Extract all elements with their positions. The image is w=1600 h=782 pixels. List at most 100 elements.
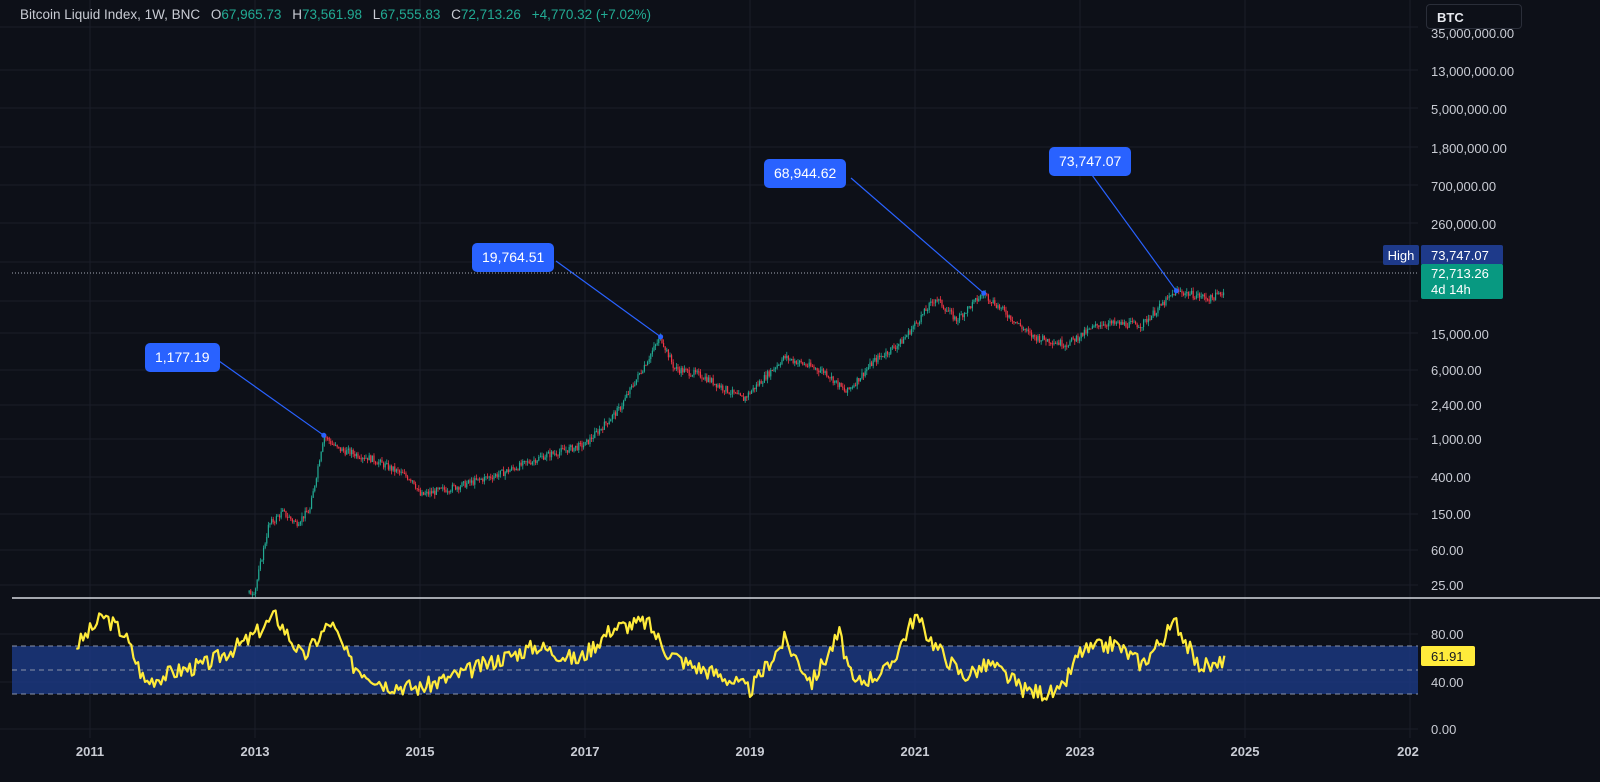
price-axis-tick-label: 13,000,000.00	[1431, 64, 1514, 79]
price-candle	[517, 469, 519, 471]
price-callout-label[interactable]: 19,764.51	[472, 243, 555, 272]
price-candle	[875, 357, 877, 363]
price-candle	[379, 459, 381, 462]
price-candle	[432, 490, 434, 494]
price-callout-label[interactable]: 1,177.19	[145, 343, 220, 372]
price-candle	[662, 342, 665, 347]
price-candle	[541, 455, 543, 457]
price-candle	[1218, 292, 1220, 294]
price-candle	[389, 465, 391, 470]
price-candle	[888, 353, 890, 355]
price-candle	[547, 452, 549, 454]
price-candle	[1133, 321, 1135, 323]
chart-legend-header: Bitcoin Liquid Index, 1W, BNC O67,965.73…	[20, 7, 651, 22]
price-candle	[845, 390, 847, 393]
price-candle	[843, 387, 845, 391]
price-candle	[331, 443, 333, 445]
price-candle	[885, 351, 887, 357]
price-candle	[645, 365, 647, 367]
price-candle	[803, 364, 805, 366]
price-candle	[573, 447, 575, 452]
price-candle	[477, 478, 479, 480]
price-candle	[293, 520, 295, 522]
price-candle	[805, 364, 807, 366]
price-candle	[376, 463, 378, 465]
price-candle	[350, 449, 353, 455]
price-candle	[720, 385, 722, 388]
price-candle	[1050, 342, 1052, 344]
callout-anchor-point[interactable]	[658, 334, 664, 340]
price-candle	[741, 395, 743, 397]
price-candle	[398, 470, 401, 473]
price-candle	[651, 350, 653, 354]
price-candle	[254, 588, 257, 595]
price-candle	[478, 478, 481, 480]
price-candle	[667, 349, 669, 358]
price-candle	[614, 412, 617, 416]
callout-anchor-point[interactable]	[981, 290, 987, 296]
price-candle	[619, 407, 621, 410]
price-candle	[285, 510, 287, 517]
price-candle	[384, 463, 386, 468]
price-candle	[1107, 323, 1109, 327]
price-candle	[1211, 294, 1213, 298]
price-candle	[371, 455, 373, 463]
price-candle	[806, 365, 809, 367]
price-candle	[322, 443, 324, 452]
price-candle	[395, 469, 397, 472]
price-candle	[597, 431, 599, 434]
price-candle	[1000, 307, 1002, 309]
callout-anchor-point[interactable]	[321, 432, 327, 438]
callout-anchor-point[interactable]	[1173, 288, 1179, 294]
price-axis-tick-label: 1,000.00	[1431, 432, 1482, 447]
price-callout-label[interactable]: 73,747.07	[1049, 147, 1132, 176]
price-candle	[1184, 293, 1186, 296]
price-candle	[749, 392, 751, 394]
price-candle	[787, 355, 789, 360]
price-candle	[1099, 325, 1101, 327]
price-callout-label[interactable]: 68,944.62	[764, 159, 847, 188]
price-candle	[274, 522, 276, 524]
time-axis-tick-label: 2019	[736, 744, 765, 759]
price-candle	[674, 367, 676, 369]
price-axis-tick-label-clipped: 35,000,000.00	[1431, 26, 1514, 41]
price-candle	[949, 310, 951, 312]
symbol-search-box[interactable]: BTC	[1426, 4, 1522, 29]
price-candle	[779, 364, 781, 366]
price-candle	[307, 512, 309, 514]
price-candle	[510, 467, 513, 471]
price-candle	[682, 368, 684, 373]
price-candle	[656, 343, 658, 345]
price-candle	[1010, 315, 1012, 321]
price-candle	[493, 476, 495, 479]
price-candle	[1147, 318, 1149, 323]
price-candle	[776, 365, 778, 368]
price-candle	[515, 469, 517, 471]
price-candle	[1158, 303, 1161, 308]
price-candle	[1077, 335, 1079, 341]
price-candle	[933, 302, 935, 304]
price-candle	[282, 509, 284, 512]
price-candle	[437, 488, 439, 490]
price-candle	[522, 461, 524, 466]
price-candle	[918, 322, 921, 324]
price-candle	[262, 547, 265, 561]
price-candle	[634, 384, 636, 386]
price-candle	[1200, 296, 1202, 298]
close-label: C	[451, 7, 461, 22]
price-candle	[672, 362, 674, 368]
price-candle	[1134, 321, 1137, 325]
price-candle	[312, 491, 314, 498]
price-candle	[978, 298, 980, 302]
price-candle	[851, 387, 853, 389]
price-candle	[930, 301, 932, 304]
price-candle	[771, 370, 773, 372]
oscillator-axis-tick-label: 80.00	[1431, 627, 1464, 642]
price-candle	[378, 461, 380, 465]
price-candle	[576, 445, 578, 451]
time-axis-tick-label: 2023	[1066, 744, 1095, 759]
price-candle	[696, 371, 698, 373]
price-candle	[782, 355, 785, 360]
